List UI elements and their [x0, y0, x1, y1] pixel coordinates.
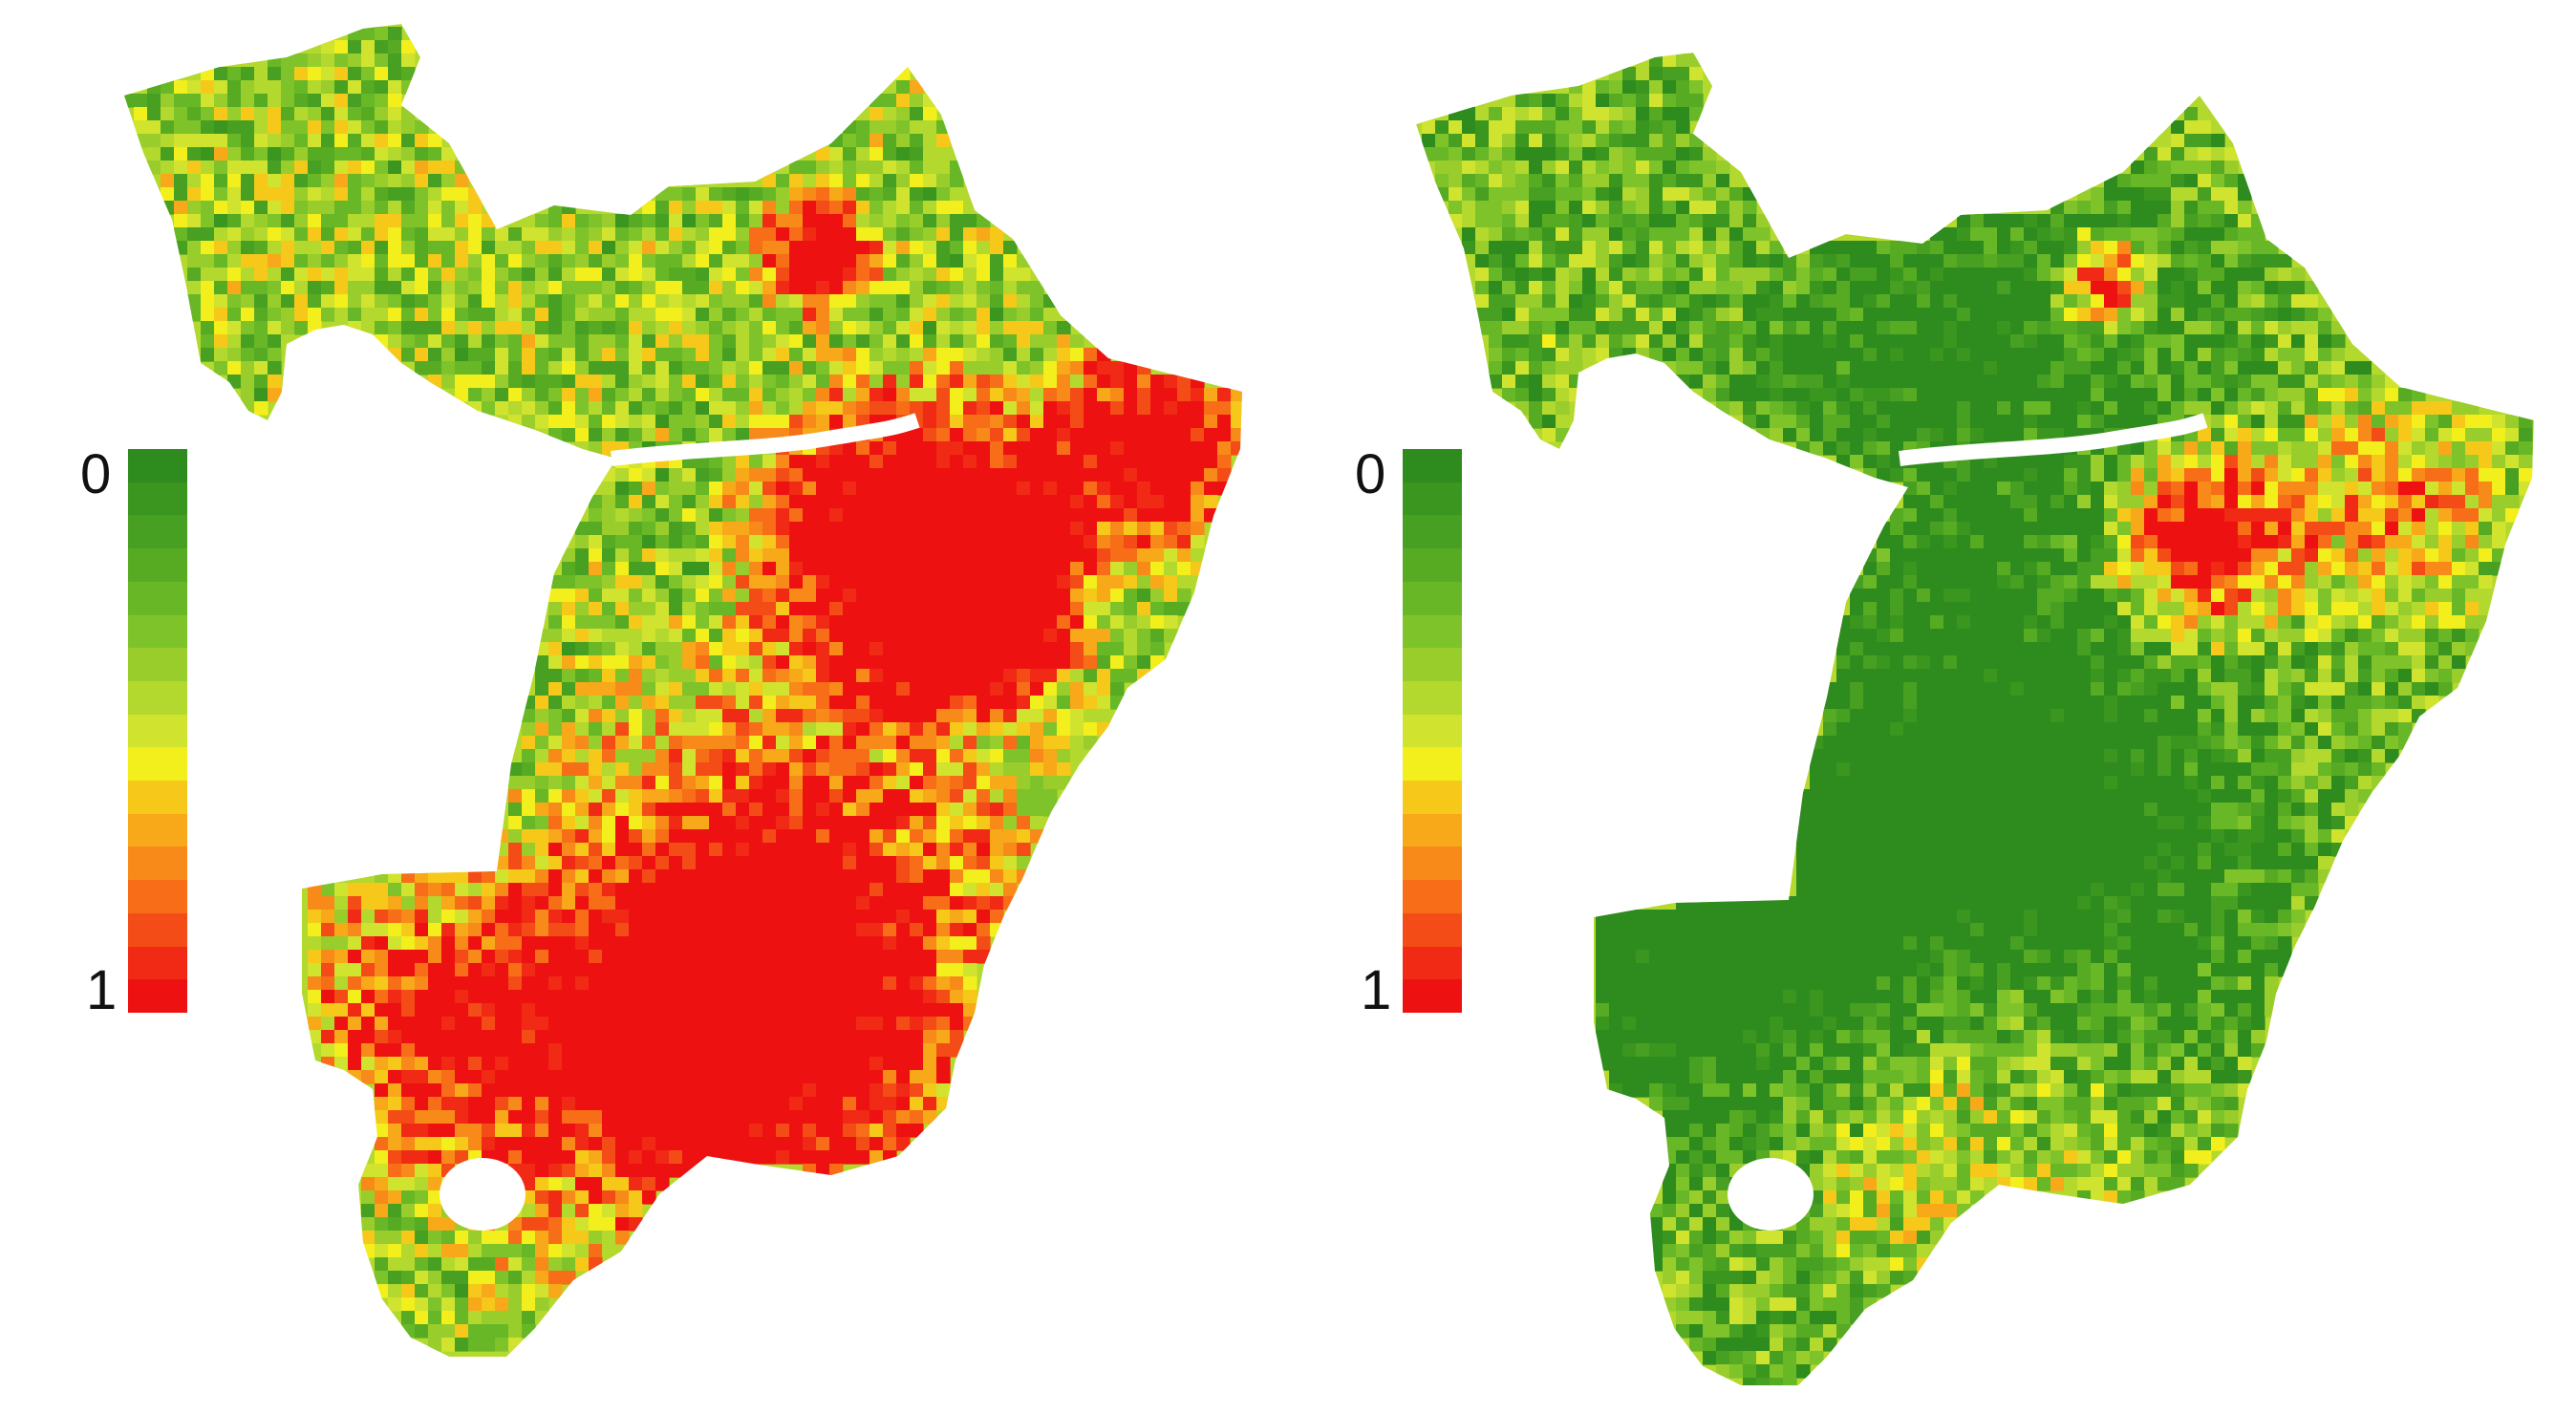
colorbar-step	[128, 680, 187, 715]
colorbar-step	[128, 614, 187, 649]
colorbar-step	[1403, 548, 1462, 582]
colorbar-step	[1403, 680, 1462, 715]
colorbar-step	[128, 912, 187, 947]
colorbar-step	[1403, 614, 1462, 649]
colorbar-step	[128, 747, 187, 782]
colorbar-step	[128, 846, 187, 881]
colorbar-step	[128, 648, 187, 681]
colorbar-left-ramp	[128, 449, 187, 1013]
region-map-right	[1416, 53, 2534, 1385]
colorbar-step	[1403, 482, 1462, 516]
river-line	[1899, 413, 2208, 466]
lake-gap	[1728, 1158, 1814, 1231]
colorbar-step	[1403, 880, 1462, 913]
colorbar-step	[128, 813, 187, 847]
colorbar-step	[128, 714, 187, 748]
colorbar-step	[128, 946, 187, 980]
lake-gap	[440, 1158, 526, 1231]
colorbar-step	[1403, 813, 1462, 847]
colorbar-step	[128, 781, 187, 814]
colorbar-step	[1403, 846, 1462, 881]
colorbar-step	[128, 449, 187, 482]
colorbar-step	[1403, 946, 1462, 980]
colorbar-step	[1403, 648, 1462, 681]
colorbar-step	[128, 515, 187, 549]
river-line	[611, 413, 920, 466]
colorbar-step	[128, 482, 187, 516]
colorbar-step	[128, 880, 187, 913]
colorbar-right-max-label: 1	[1361, 959, 1392, 1021]
colorbar-left-max-label: 1	[86, 959, 118, 1021]
colorbar-step	[1403, 515, 1462, 549]
colorbar-right-min-label: 0	[1355, 443, 1386, 505]
colorbar-step	[1403, 781, 1462, 814]
map-panel-left: 0 1	[80, 24, 1242, 1357]
colorbar-step	[1403, 581, 1462, 615]
colorbar-step	[1403, 912, 1462, 947]
region-map-left	[124, 24, 1242, 1357]
colorbar-step	[128, 979, 187, 1013]
colorbar-right-ramp	[1403, 449, 1462, 1013]
map-panel-right: 0 1	[1288, 0, 2576, 1414]
colorbar-right: 0 1	[1355, 447, 1462, 1018]
colorbar-step	[1403, 747, 1462, 782]
colorbar-step	[128, 548, 187, 582]
colorbar-step	[1403, 449, 1462, 482]
colorbar-step	[1403, 979, 1462, 1013]
colorbar-step	[128, 581, 187, 615]
colorbar-left-min-label: 0	[80, 443, 112, 505]
colorbar-step	[1403, 714, 1462, 748]
colorbar-left: 0 1	[80, 447, 187, 1018]
